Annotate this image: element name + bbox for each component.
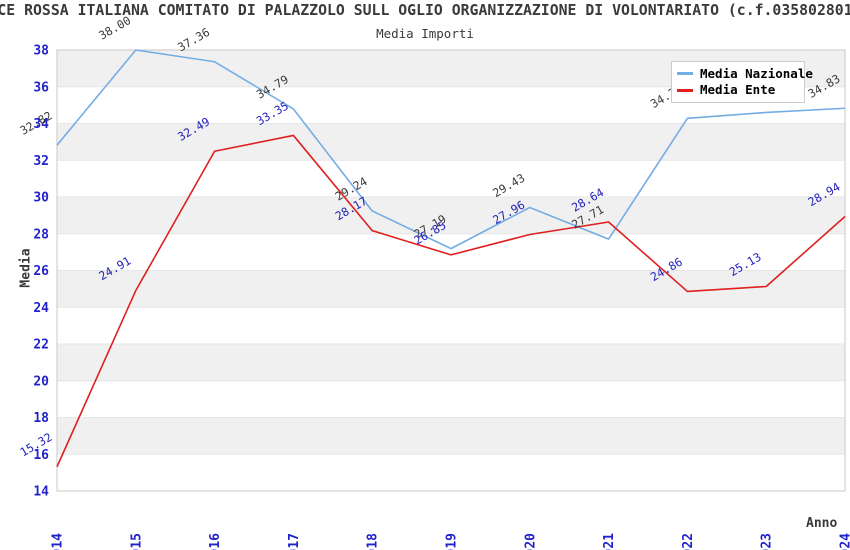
- grid-band: [57, 270, 845, 308]
- y-tick-label: 28: [33, 227, 49, 242]
- point-label-media-nazionale: 38.00: [96, 13, 133, 42]
- y-tick-label: 36: [33, 80, 49, 95]
- y-tick-label: 14: [33, 485, 49, 500]
- x-tick-label: 2015: [129, 533, 144, 550]
- grid-band: [57, 233, 845, 271]
- grid-band: [57, 197, 845, 234]
- y-tick-label: 26: [33, 264, 49, 279]
- chart-title: CE ROSSA ITALIANA COMITATO DI PALAZZOLO …: [0, 2, 850, 19]
- y-tick-label: 32: [33, 154, 49, 169]
- series-line-media-nazionale: [56, 49, 846, 250]
- grid-band: [57, 344, 845, 381]
- x-tick-label: 2016: [208, 533, 223, 550]
- x-tick-label: 2022: [681, 533, 696, 550]
- x-tick-label: 2020: [523, 533, 538, 550]
- x-tick-label: 2019: [445, 533, 460, 550]
- grid-band: [57, 454, 845, 491]
- y-tick-label: 34: [33, 117, 49, 132]
- chart-subtitle: Media Importi: [376, 26, 474, 41]
- y-tick-label: 30: [33, 191, 49, 206]
- y-tick-label: 20: [33, 374, 49, 389]
- x-tick-label: 2017: [287, 533, 302, 550]
- legend: Media Nazionale Media Ente: [671, 61, 813, 103]
- legend-swatch-media-nazionale-icon: [677, 72, 693, 76]
- legend-label-media-ente: Media Ente: [700, 81, 776, 97]
- series-line-media-ente: [56, 134, 846, 468]
- grid-band: [57, 307, 845, 344]
- plot-border: [56, 49, 846, 492]
- legend-item-media-ente: Media Ente: [672, 81, 804, 97]
- grid-band: [57, 160, 845, 197]
- grid-band: [57, 380, 845, 418]
- y-tick-label: 18: [33, 411, 49, 426]
- x-tick-label: 2024: [839, 533, 850, 550]
- legend-swatch-media-ente-icon: [677, 88, 693, 92]
- x-tick-label: 2023: [760, 533, 775, 550]
- grid-band: [57, 123, 845, 161]
- y-tick-label: 22: [33, 338, 49, 353]
- y-tick-label: 24: [33, 301, 49, 316]
- x-axis-title: Anno: [806, 516, 838, 531]
- y-tick-label: 16: [33, 448, 49, 463]
- x-tick-label: 2021: [602, 533, 617, 550]
- x-tick-label: 2014: [51, 533, 66, 550]
- x-tick-label: 2018: [366, 533, 381, 550]
- y-tick-label: 38: [33, 44, 49, 59]
- point-label-media-nazionale: 32.82: [18, 108, 55, 137]
- legend-label-media-nazionale: Media Nazionale: [700, 65, 813, 81]
- y-axis-title: Media: [18, 248, 34, 288]
- grid-band: [57, 417, 845, 455]
- legend-item-media-nazionale: Media Nazionale: [672, 67, 813, 81]
